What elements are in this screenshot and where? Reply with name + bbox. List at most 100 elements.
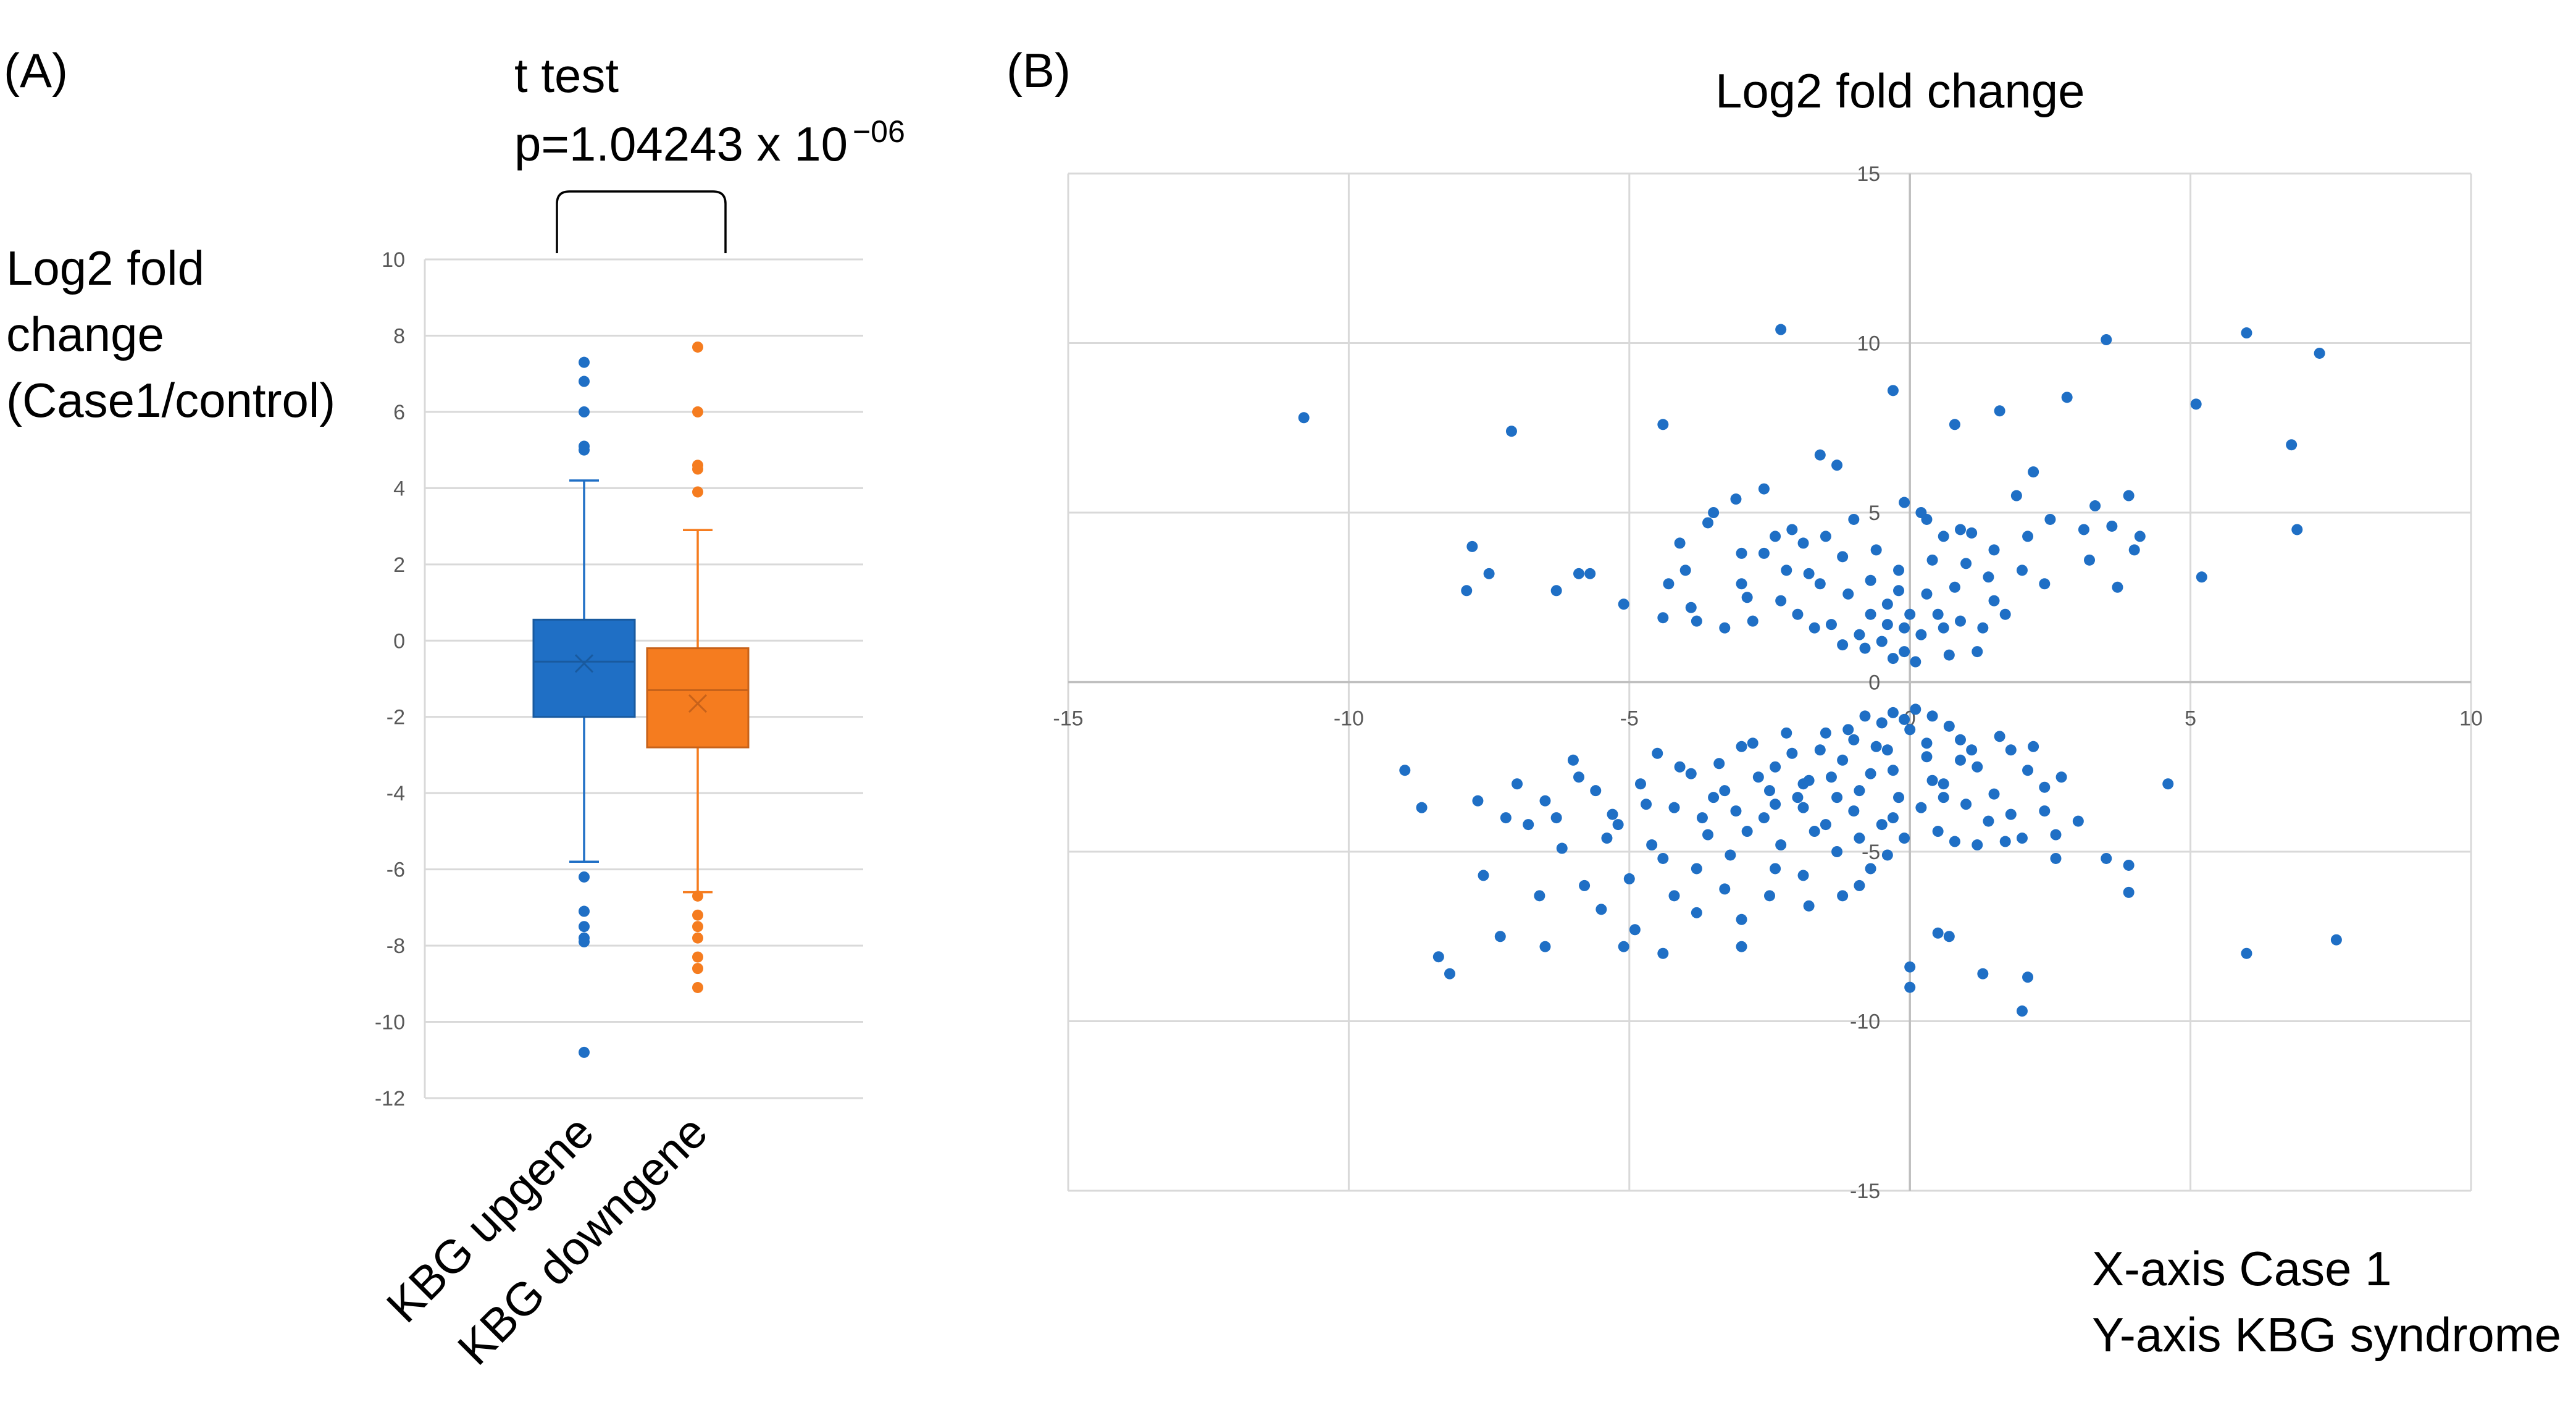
scatter-point — [1550, 585, 1562, 597]
scatter-point — [1865, 574, 1876, 586]
scatter-point — [1797, 778, 1809, 790]
box-y-tick-label: 8 — [393, 324, 405, 348]
scatter-point — [1461, 585, 1473, 597]
box-outlier-point — [692, 963, 703, 975]
scatter-point — [2039, 578, 2051, 590]
scatter-point — [1668, 890, 1680, 902]
scatter-point — [2106, 520, 2118, 532]
scatter-point — [2162, 778, 2174, 790]
scatter-x-tick-label: -10 — [1334, 707, 1364, 731]
scatter-point — [2123, 490, 2135, 501]
scatter-point — [1983, 571, 1994, 583]
scatter-point — [1556, 842, 1568, 854]
scatter-point — [2196, 571, 2207, 583]
scatter-point — [1988, 595, 2000, 606]
scatter-point — [1494, 931, 1506, 942]
scatter-point — [1921, 737, 1933, 749]
scatter-point — [1691, 615, 1702, 627]
scatter-point — [2241, 327, 2252, 339]
scatter-point — [1943, 720, 1955, 732]
scatter-point — [1618, 941, 1629, 952]
box-outlier-point — [579, 376, 590, 387]
scatter-point — [1668, 802, 1680, 813]
scatter-y-tick-label: 15 — [1857, 162, 1880, 186]
box-outlier-point — [579, 444, 590, 456]
scatter-point — [2050, 829, 2062, 841]
scatter-point — [1781, 727, 1792, 739]
scatter-point — [1820, 727, 1831, 739]
box-outlier-point — [692, 341, 703, 353]
scatter-point — [1775, 324, 1787, 335]
scatter-point — [1977, 622, 1989, 634]
scatter-point — [1792, 792, 1804, 804]
scatter-point — [1775, 595, 1787, 606]
scatter-point — [1977, 968, 1989, 980]
scatter-point — [1708, 507, 1720, 518]
scatter-point — [1899, 497, 1910, 508]
scatter-point — [1702, 517, 1714, 529]
scatter-point — [1679, 564, 1691, 576]
box-mean-marker — [574, 654, 594, 673]
scatter-point — [1618, 598, 1629, 610]
scatter-point — [2039, 805, 2051, 817]
scatter-point — [2016, 833, 2028, 844]
p-value-text: p=1.04243 x 10 — [514, 117, 848, 171]
box-outlier-point — [579, 356, 590, 368]
scatter-point — [1820, 531, 1831, 542]
scatter-point — [1803, 900, 1815, 912]
scatter-point — [1741, 592, 1753, 603]
scatter-point — [1966, 744, 1978, 756]
scatter-point — [1786, 747, 1798, 759]
scatter-point — [1893, 792, 1905, 804]
scatter-point — [1752, 771, 1764, 783]
scatter-point — [2314, 347, 2325, 359]
scatter-point — [1708, 792, 1720, 804]
scatter-point — [1814, 744, 1826, 756]
scatter-point — [1881, 744, 1893, 756]
box-y-tick-label: -6 — [387, 858, 405, 882]
scatter-point — [1719, 622, 1731, 634]
scatter-point — [1702, 829, 1714, 841]
scatter-point — [1573, 568, 1585, 579]
scatter-point — [1837, 890, 1849, 902]
box-outlier-point — [579, 406, 590, 418]
scatter-point — [1854, 879, 1865, 891]
scatter-point — [1725, 849, 1736, 861]
scatter-point — [1915, 629, 1927, 640]
scatter-point — [1831, 846, 1843, 857]
scatter-point — [1786, 524, 1798, 535]
scatter-point — [1730, 805, 1742, 817]
scatter-point — [1926, 710, 1938, 722]
scatter-point — [1781, 564, 1792, 576]
scatter-point — [1831, 792, 1843, 804]
scatter-point — [1999, 836, 2011, 847]
scatter-point — [1775, 839, 1787, 851]
scatter-y-tick-label: 5 — [1868, 501, 1880, 525]
scatter-point — [1983, 815, 1994, 827]
scatter-point — [1534, 890, 1545, 902]
scatter-point — [2078, 524, 2089, 535]
scatter-point — [1954, 734, 1966, 745]
scatter-point — [1764, 785, 1775, 797]
scatter-point — [1943, 931, 1955, 942]
scatter-y-tick-label: -15 — [1850, 1180, 1880, 1203]
scatter-point — [2005, 744, 2017, 756]
scatter-point — [2101, 334, 2112, 346]
scatter-point — [2016, 1005, 2028, 1017]
scatter-point — [1607, 808, 1618, 820]
scatter-point — [1674, 761, 1686, 773]
significance-bracket — [556, 190, 727, 253]
scatter-point — [1988, 544, 2000, 556]
scatter-point — [2330, 934, 2342, 946]
scatter-point — [1416, 802, 1428, 813]
scatter-point — [1842, 588, 1854, 600]
scatter-point — [2005, 808, 2017, 820]
scatter-point — [1797, 870, 1809, 881]
scatter-point — [1758, 812, 1770, 824]
scatter-point — [1972, 761, 1983, 773]
scatter-point — [1932, 927, 1944, 939]
box-y-tick-label: -4 — [387, 782, 405, 805]
scatter-point — [1797, 802, 1809, 813]
box-outlier-point — [692, 981, 703, 993]
scatter-point — [1960, 799, 1972, 810]
